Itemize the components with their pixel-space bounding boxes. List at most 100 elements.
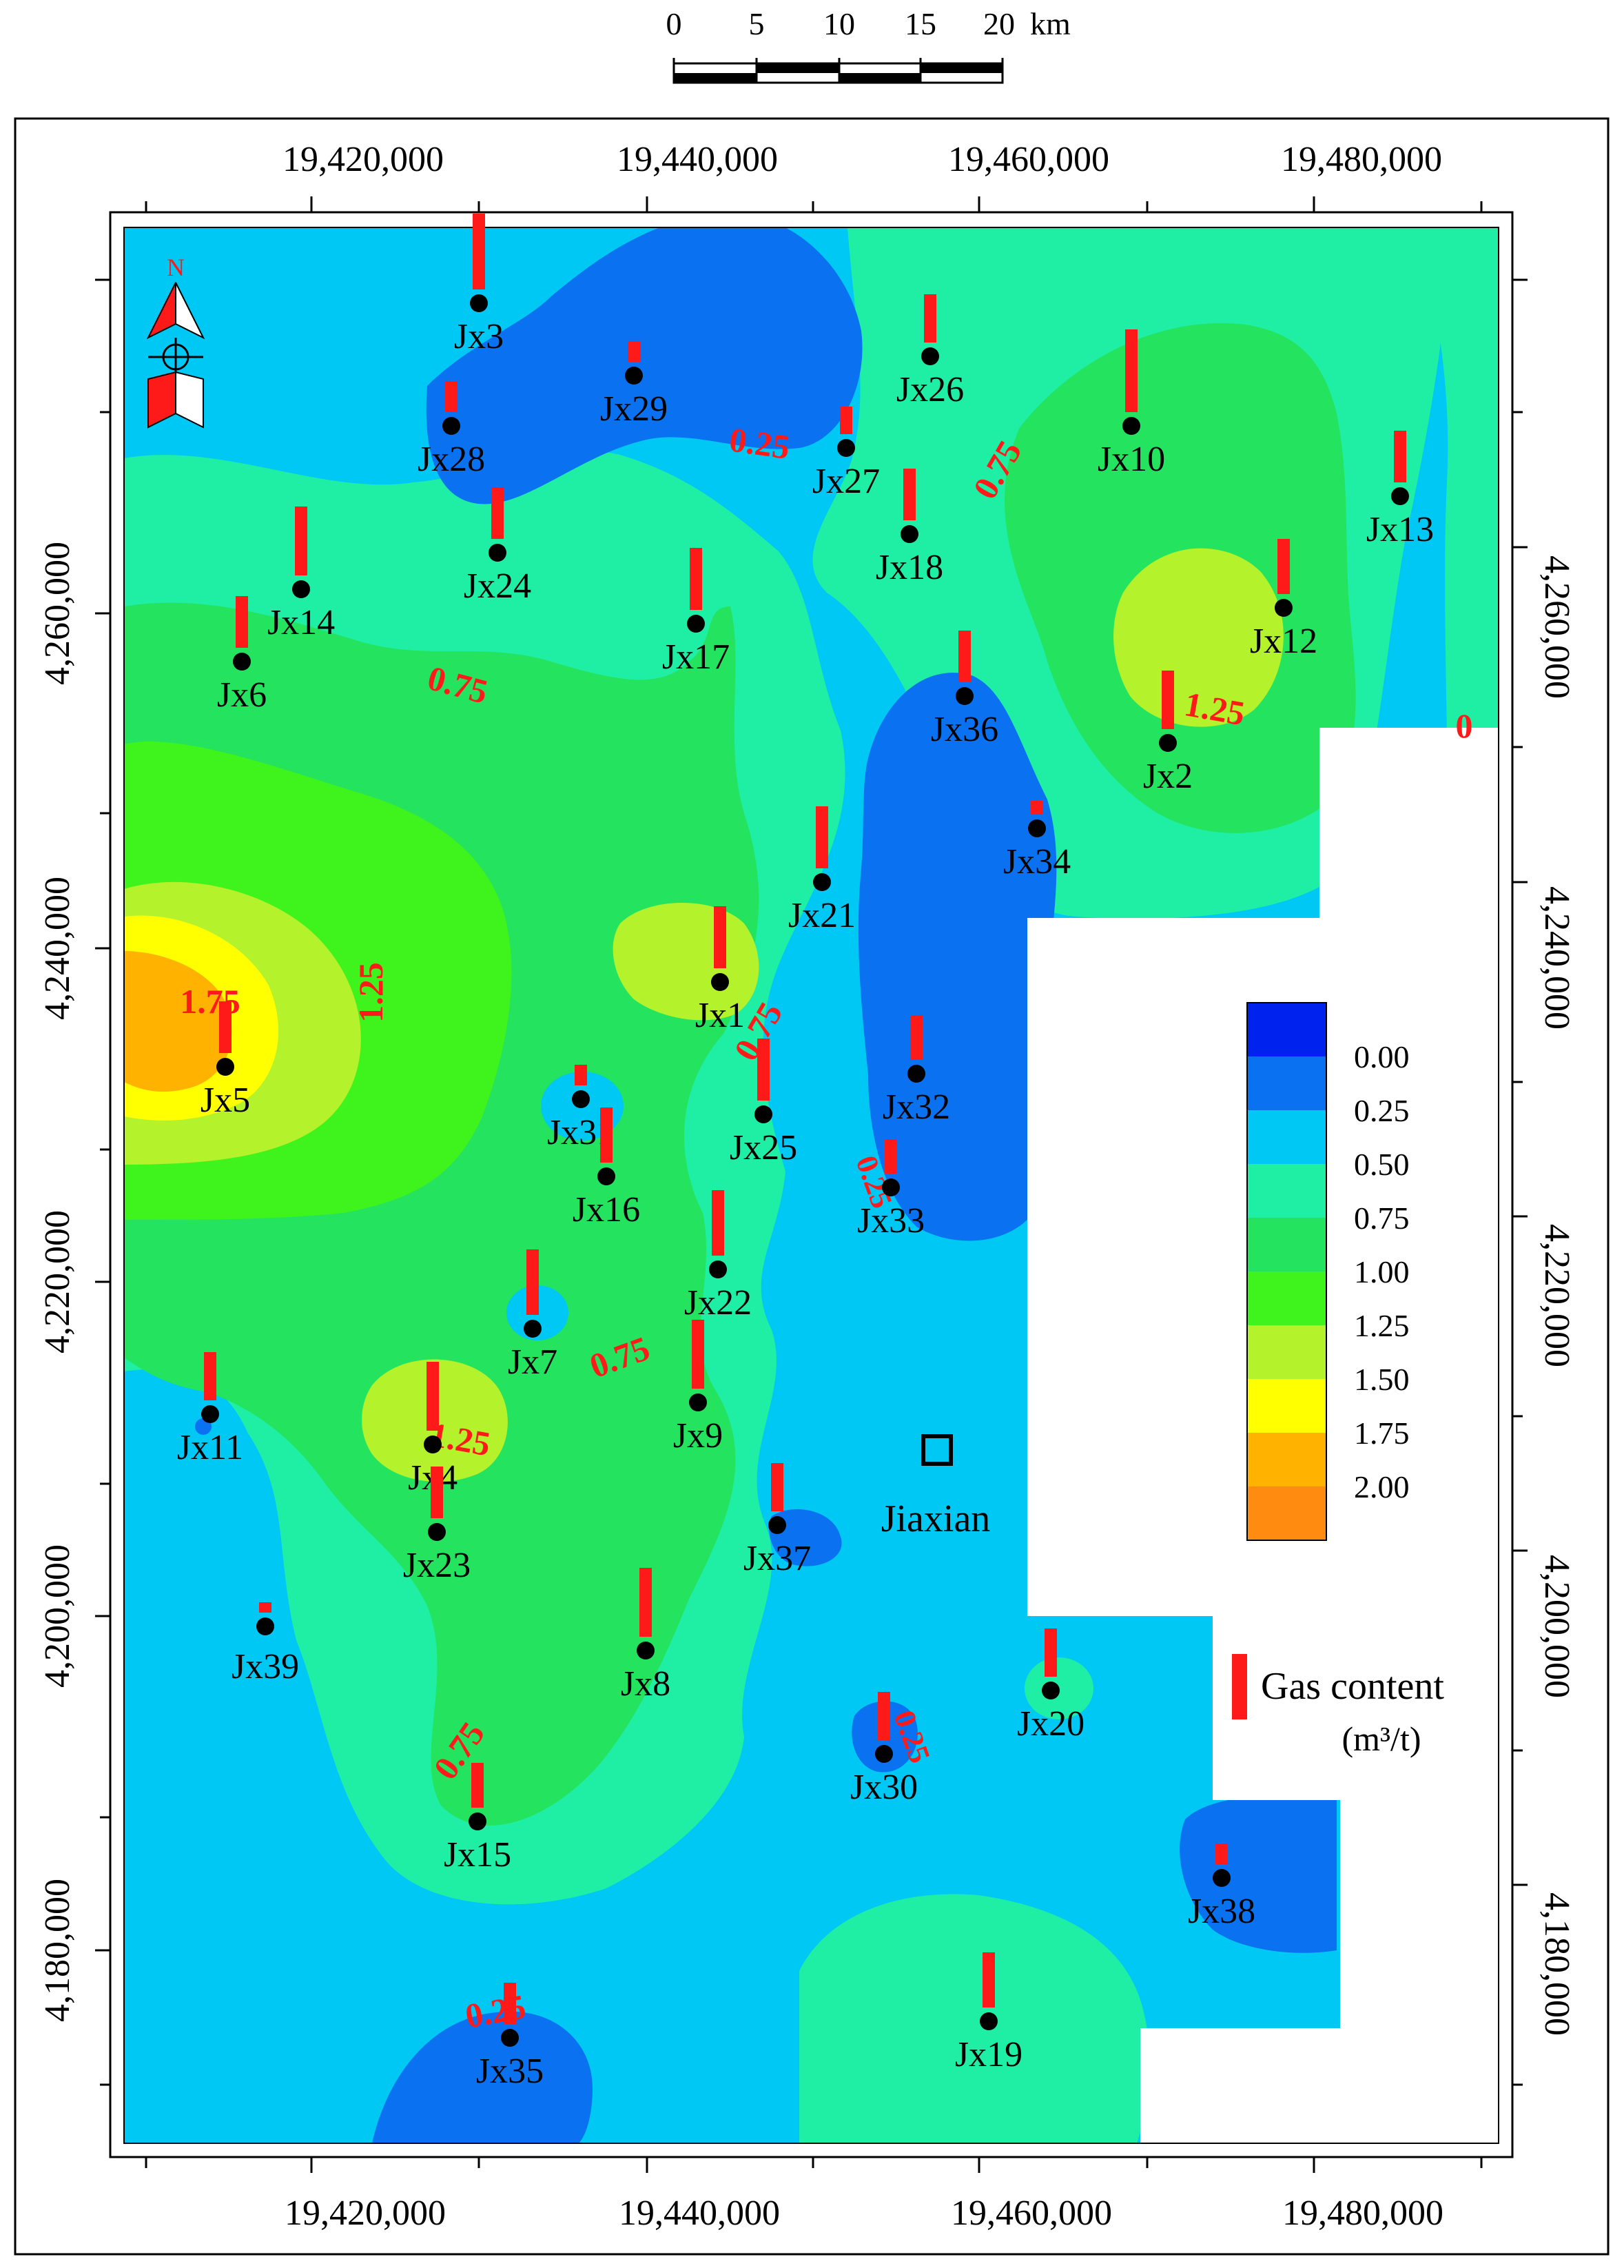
legend-value: 2.00 — [1354, 1469, 1410, 1504]
well-label: Jx24 — [464, 566, 531, 606]
legend-value: 0.75 — [1354, 1201, 1410, 1236]
well-marker-icon — [428, 1523, 446, 1541]
well-label: Jx8 — [621, 1664, 670, 1704]
well-label: Jx14 — [267, 603, 335, 642]
scale-tick-5: 5 — [749, 6, 765, 41]
gas-content-bar — [426, 1362, 439, 1431]
x-label-bottom-3: 19,460,000 — [951, 2194, 1112, 2233]
gas-content-bar — [526, 1249, 539, 1315]
gas-content-bar — [1045, 1628, 1057, 1677]
scale-unit: km — [1030, 6, 1071, 41]
well-marker-icon — [907, 1065, 925, 1083]
well-label: Jx11 — [177, 1428, 243, 1467]
legend-value: 0.25 — [1354, 1093, 1410, 1128]
well-label: Jx33 — [857, 1201, 925, 1240]
well-marker-icon — [956, 687, 974, 705]
well-jx11: Jx11 — [177, 1352, 243, 1467]
x-label-top-2: 19,440,000 — [617, 140, 778, 179]
well-jx39: Jx39 — [232, 1602, 299, 1686]
gas-content-bar — [1394, 431, 1406, 482]
well-label: Jx13 — [1366, 510, 1434, 549]
well-marker-icon — [689, 1393, 707, 1411]
legend-value: 1.50 — [1354, 1362, 1410, 1397]
well-jx17: Jx17 — [662, 548, 730, 677]
well-label: Jx5 — [201, 1081, 250, 1120]
well-label: Jx6 — [217, 675, 267, 715]
well-marker-icon — [754, 1105, 772, 1123]
gas-content-bar — [1215, 1843, 1228, 1864]
well-marker-icon — [424, 1436, 442, 1453]
well-label: Jx12 — [1250, 622, 1317, 661]
gas-content-bar — [600, 1107, 613, 1163]
well-marker-icon — [921, 347, 939, 365]
well-jx19: Jx19 — [955, 1952, 1022, 2074]
well-marker-icon — [1391, 487, 1409, 505]
well-marker-icon — [1122, 417, 1140, 435]
axis-ticks — [95, 196, 1528, 2173]
well-label: Jx37 — [743, 1539, 811, 1578]
scale-tick-0: 0 — [666, 6, 682, 41]
well-label: Jx34 — [1003, 842, 1071, 881]
scale-tick-10: 10 — [823, 6, 855, 41]
well-jx30: Jx30 — [850, 1692, 918, 1807]
well-label: Jx26 — [896, 370, 964, 409]
well-marker-icon — [201, 1405, 219, 1423]
well-label: Jx9 — [673, 1416, 723, 1455]
well-jx23: Jx23 — [403, 1467, 471, 1585]
legend-swatch — [1247, 1379, 1326, 1433]
scale-tick-20: 20 — [983, 6, 1015, 41]
gas-content-bar — [1162, 671, 1174, 729]
gas-content-bar — [983, 1952, 995, 2008]
well-jx33: Jx33 — [857, 1139, 925, 1240]
well-marker-icon — [1028, 819, 1046, 837]
well-label: Jx10 — [1098, 440, 1165, 479]
well-label: Jx32 — [883, 1087, 950, 1127]
outer-frame — [14, 117, 1610, 2256]
well-jx21: Jx21 — [788, 806, 856, 935]
gas-content-bar — [840, 407, 852, 434]
contour-label: 0 — [1456, 706, 1473, 745]
gas-content-bar — [757, 1039, 770, 1101]
well-marker-icon — [1213, 1869, 1231, 1887]
legend-value: 0.50 — [1354, 1147, 1410, 1182]
well-label: Jx21 — [788, 896, 856, 935]
well-marker-icon — [837, 439, 855, 457]
well-label: Jx19 — [955, 2035, 1022, 2074]
well-jx8: Jx8 — [621, 1568, 670, 1704]
well-marker-icon — [625, 367, 643, 385]
well-label: Jx1 — [695, 996, 745, 1035]
well-jx22: Jx22 — [684, 1190, 752, 1322]
well-marker-icon — [256, 1617, 274, 1635]
contour-label: 0.25 — [727, 420, 792, 467]
x-label-bottom-2: 19,440,000 — [619, 2194, 780, 2233]
gas-content-bar — [471, 1763, 484, 1808]
well-marker-icon — [1042, 1682, 1060, 1699]
well-marker-icon — [882, 1178, 900, 1196]
well-marker-icon — [233, 653, 251, 671]
well-jx2: Jx2 — [1143, 671, 1193, 796]
well-jx27: Jx27 — [812, 407, 880, 501]
well-marker-icon — [469, 1812, 486, 1830]
gas-content-bar — [1031, 801, 1043, 815]
well-marker-icon — [292, 580, 310, 598]
well-jx28: Jx28 — [418, 381, 485, 479]
well-jx38: Jx38 — [1188, 1843, 1255, 1931]
legend-swatch — [1247, 1164, 1326, 1218]
y-label-left-4: 4,200,000 — [38, 1544, 77, 1688]
well-label: Jx3 — [454, 317, 504, 356]
y-label-left-1: 4,260,000 — [38, 542, 77, 685]
legend-swatch — [1247, 1218, 1326, 1271]
legend-value: 1.75 — [1354, 1416, 1410, 1451]
x-label-top-4: 19,480,000 — [1281, 140, 1442, 179]
well-marker-icon — [524, 1320, 542, 1338]
well-jx25: Jx25 — [730, 1039, 797, 1167]
well-jx16: Jx16 — [573, 1107, 640, 1229]
well-marker-icon — [901, 525, 918, 543]
gas-content-bar — [204, 1352, 216, 1400]
legend-value: 0.00 — [1354, 1039, 1410, 1074]
y-label-right-1: 4,260,000 — [1537, 555, 1576, 699]
gas-content-bar — [628, 341, 640, 362]
gas-content-bar — [903, 469, 916, 520]
well-label: Jx25 — [730, 1128, 797, 1167]
